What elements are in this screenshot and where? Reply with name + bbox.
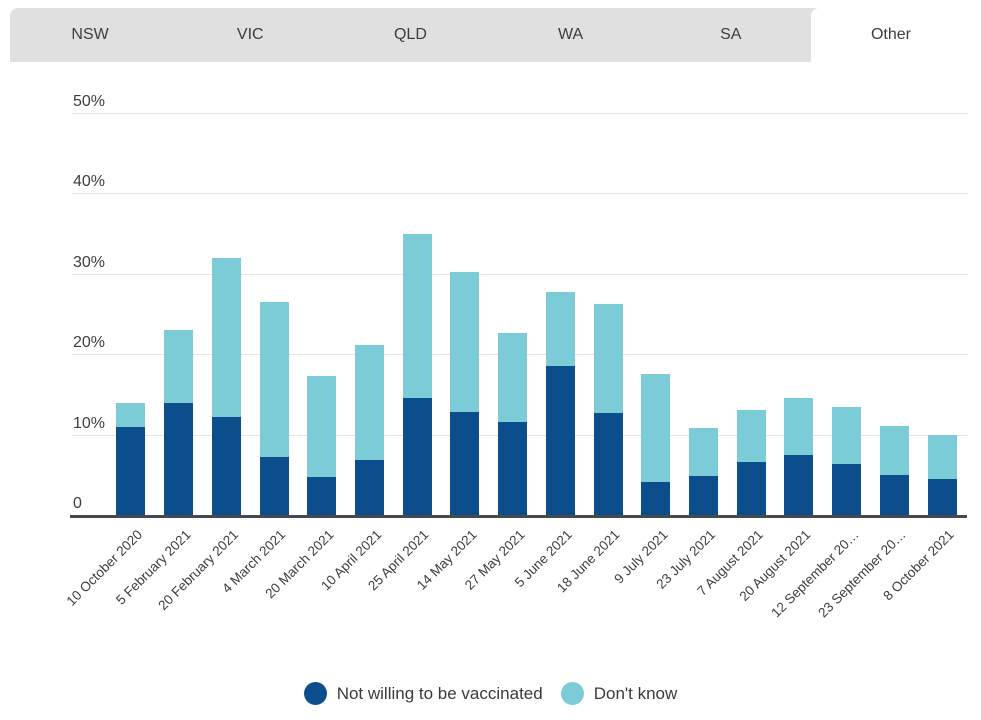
bar-segment-don-t-know[interactable] <box>450 272 480 413</box>
bar-group <box>584 113 632 515</box>
bar-segment-not-willing-to-be-vaccinated[interactable] <box>259 457 289 515</box>
x-axis-label: 7 August 2021 <box>694 527 766 599</box>
tab-vic[interactable]: VIC <box>236 26 264 43</box>
legend-item-not-willing-to-be-vaccinated: Not willing to be vaccinated <box>303 682 543 705</box>
bar-segment-not-willing-to-be-vaccinated[interactable] <box>354 459 384 515</box>
bar-segment-don-t-know[interactable] <box>211 257 241 417</box>
bar-segment-don-t-know[interactable] <box>832 407 862 464</box>
legend: Not willing to be vaccinated Don't know <box>0 682 981 705</box>
bar-segment-don-t-know[interactable] <box>784 397 814 455</box>
y-axis-tick-label: 40% <box>73 173 106 191</box>
tab-qld[interactable]: QLD <box>393 26 427 43</box>
gridline <box>72 273 968 275</box>
bar-segment-not-willing-to-be-vaccinated[interactable] <box>927 478 957 515</box>
y-axis-tick-label: 0 <box>73 495 82 512</box>
x-axis-label: 23 September 20… <box>815 527 910 621</box>
x-axis-label: 20 February 2021 <box>154 527 241 613</box>
x-axis-label: 20 March 2021 <box>262 527 337 602</box>
bar-segment-don-t-know[interactable] <box>498 333 528 422</box>
bar-group <box>489 113 537 515</box>
bar-segment-don-t-know[interactable] <box>593 304 623 413</box>
bar-segment-don-t-know[interactable] <box>688 428 718 476</box>
bar-segment-don-t-know[interactable] <box>927 435 957 479</box>
bar-segment-not-willing-to-be-vaccinated[interactable] <box>593 412 623 515</box>
bar-group <box>918 113 966 515</box>
bar-group <box>536 113 584 515</box>
bar-segment-don-t-know[interactable] <box>307 375 337 478</box>
x-axis-label: 25 April 2021 <box>365 527 432 594</box>
bar-group <box>346 113 394 515</box>
bar-segment-not-willing-to-be-vaccinated[interactable] <box>784 454 814 515</box>
bar-segment-not-willing-to-be-vaccinated[interactable] <box>545 365 575 515</box>
bar-segment-don-t-know[interactable] <box>164 330 194 404</box>
bar-segment-not-willing-to-be-vaccinated[interactable] <box>211 416 241 515</box>
bar-segment-not-willing-to-be-vaccinated[interactable] <box>307 477 337 515</box>
x-axis-label: 12 September 20… <box>767 527 862 621</box>
x-axis-label: 23 July 2021 <box>653 527 719 592</box>
bar-segment-not-willing-to-be-vaccinated[interactable] <box>402 398 432 515</box>
x-axis-label: 8 October 2021 <box>880 527 957 604</box>
bar-segment-don-t-know[interactable] <box>116 402 146 427</box>
bar-group <box>107 113 155 515</box>
bar-segment-not-willing-to-be-vaccinated[interactable] <box>736 461 766 515</box>
legend-swatch-don-t-know <box>560 682 584 705</box>
x-axis-label: 27 May 2021 <box>461 527 528 593</box>
bar-segment-don-t-know[interactable] <box>402 234 432 399</box>
y-axis-tick-label: 30% <box>73 253 106 271</box>
x-axis-label: 4 March 2021 <box>219 527 289 596</box>
bar-segment-don-t-know[interactable] <box>259 301 289 458</box>
x-axis-label: 10 April 2021 <box>317 527 385 594</box>
bar-group <box>775 113 823 515</box>
y-axis-tick-label: 20% <box>73 334 106 352</box>
x-axis-line <box>70 515 967 518</box>
y-axis-tick-label: 50% <box>73 93 106 110</box>
bar-segment-not-willing-to-be-vaccinated[interactable] <box>116 426 146 515</box>
gridline <box>72 113 968 114</box>
bar-group <box>871 113 919 515</box>
bars-area <box>107 113 966 515</box>
x-axis-label: 14 May 2021 <box>413 527 480 593</box>
bar-group <box>250 113 298 515</box>
x-axis-label: 10 October 2020 <box>63 527 146 609</box>
bar-segment-don-t-know[interactable] <box>545 291 575 366</box>
bar-group <box>632 113 680 515</box>
bar-segment-not-willing-to-be-vaccinated[interactable] <box>641 482 671 515</box>
legend-label: Don't know <box>593 683 678 703</box>
bar-segment-not-willing-to-be-vaccinated[interactable] <box>832 463 862 515</box>
legend-swatch-not-willing-to-be-vaccinated <box>303 682 327 705</box>
bar-segment-not-willing-to-be-vaccinated[interactable] <box>498 421 528 515</box>
tab-other[interactable]: Other <box>810 8 972 62</box>
tab-wa[interactable]: WA <box>558 26 584 43</box>
bar-group <box>202 113 250 515</box>
legend-item-don-t-know: Don't know <box>560 682 678 705</box>
x-axis-label: 9 July 2021 <box>610 527 671 587</box>
bar-group <box>441 113 489 515</box>
gridline <box>72 193 968 195</box>
bar-segment-not-willing-to-be-vaccinated[interactable] <box>164 403 194 515</box>
bar-segment-don-t-know[interactable] <box>641 373 671 482</box>
x-axis-label: 5 February 2021 <box>112 527 194 608</box>
bar-group <box>155 113 203 515</box>
bar-segment-don-t-know[interactable] <box>736 409 766 462</box>
bar-segment-not-willing-to-be-vaccinated[interactable] <box>450 412 480 515</box>
x-axis-label: 18 June 2021 <box>554 527 623 596</box>
bar-segment-don-t-know[interactable] <box>354 345 384 460</box>
legend-label: Not willing to be vaccinated <box>336 683 543 703</box>
tab-sa[interactable]: SA <box>720 26 742 43</box>
bar-segment-not-willing-to-be-vaccinated[interactable] <box>879 474 909 515</box>
bar-group <box>298 113 346 515</box>
tab-nsw[interactable]: NSW <box>71 26 109 43</box>
region-tabs: NSW VIC QLD WA SA Other <box>10 8 972 62</box>
x-axis-label: 20 August 2021 <box>736 527 814 604</box>
x-axis-label: 5 June 2021 <box>511 527 575 591</box>
bar-segment-don-t-know[interactable] <box>879 425 909 475</box>
bar-segment-not-willing-to-be-vaccinated[interactable] <box>688 475 718 515</box>
bar-group <box>823 113 871 515</box>
bar-group <box>393 113 441 515</box>
bar-group <box>727 113 775 515</box>
y-axis-tick-label: 10% <box>73 414 106 432</box>
bar-group <box>680 113 728 515</box>
